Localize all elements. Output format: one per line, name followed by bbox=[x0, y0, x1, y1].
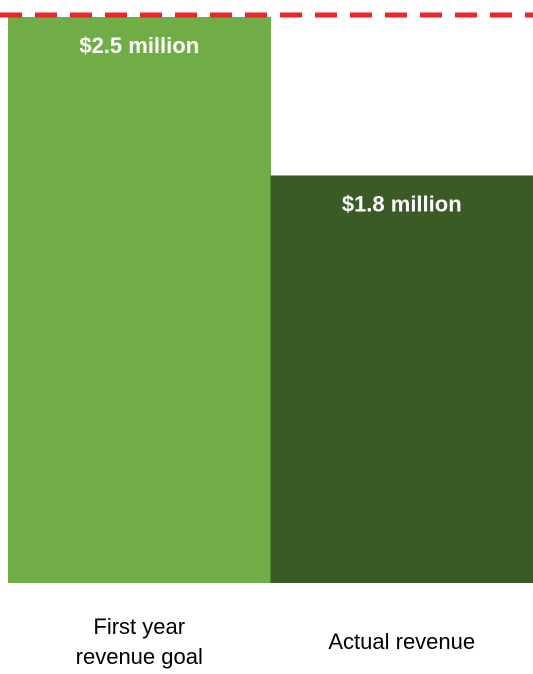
bar-1 bbox=[8, 17, 271, 583]
category-label-line: revenue goal bbox=[76, 644, 203, 669]
category-labels-layer: First year revenue goal Actual revenue bbox=[76, 614, 475, 669]
category-label-2: Actual revenue bbox=[328, 629, 475, 654]
category-label-line: Actual revenue bbox=[328, 629, 475, 654]
bar-2 bbox=[271, 175, 533, 583]
bars-layer bbox=[8, 17, 533, 583]
data-label-1: $2.5 million bbox=[79, 33, 199, 58]
category-label-line: First year bbox=[93, 614, 185, 639]
category-label-1: First year revenue goal bbox=[76, 614, 203, 669]
data-label-2: $1.8 million bbox=[342, 191, 462, 216]
